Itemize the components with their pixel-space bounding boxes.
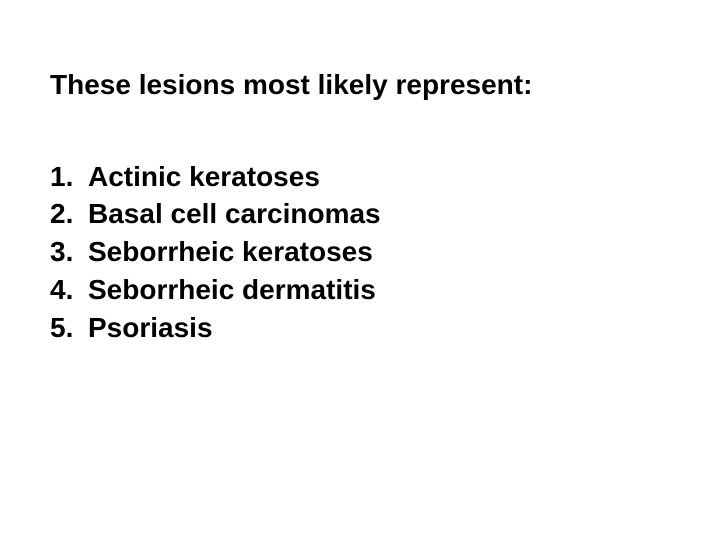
option-text: Psoriasis	[88, 309, 213, 347]
option-row: 3. Seborrheic keratoses	[50, 233, 670, 271]
slide: These lesions most likely represent: 1. …	[0, 0, 720, 540]
option-number: 5.	[50, 309, 78, 347]
option-number: 3.	[50, 233, 78, 271]
option-number: 2.	[50, 195, 78, 233]
options-list: 1. Actinic keratoses 2. Basal cell carci…	[50, 158, 670, 347]
option-row: 1. Actinic keratoses	[50, 158, 670, 196]
option-row: 4. Seborrheic dermatitis	[50, 271, 670, 309]
option-number: 1.	[50, 158, 78, 196]
option-row: 5. Psoriasis	[50, 309, 670, 347]
question-prompt: These lesions most likely represent:	[50, 68, 670, 102]
option-text: Actinic keratoses	[88, 158, 320, 196]
option-number: 4.	[50, 271, 78, 309]
option-text: Seborrheic keratoses	[88, 233, 373, 271]
option-text: Seborrheic dermatitis	[88, 271, 376, 309]
option-text: Basal cell carcinomas	[88, 195, 381, 233]
option-row: 2. Basal cell carcinomas	[50, 195, 670, 233]
